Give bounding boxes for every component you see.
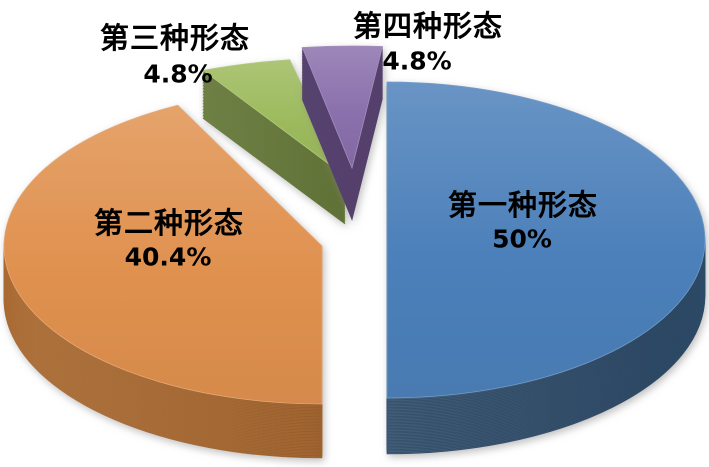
pie-slice-3 — [202, 59, 346, 225]
pie-slice-2 — [3, 104, 323, 459]
pie-slice-1 — [386, 81, 706, 455]
pie-slice-4 — [301, 45, 383, 221]
